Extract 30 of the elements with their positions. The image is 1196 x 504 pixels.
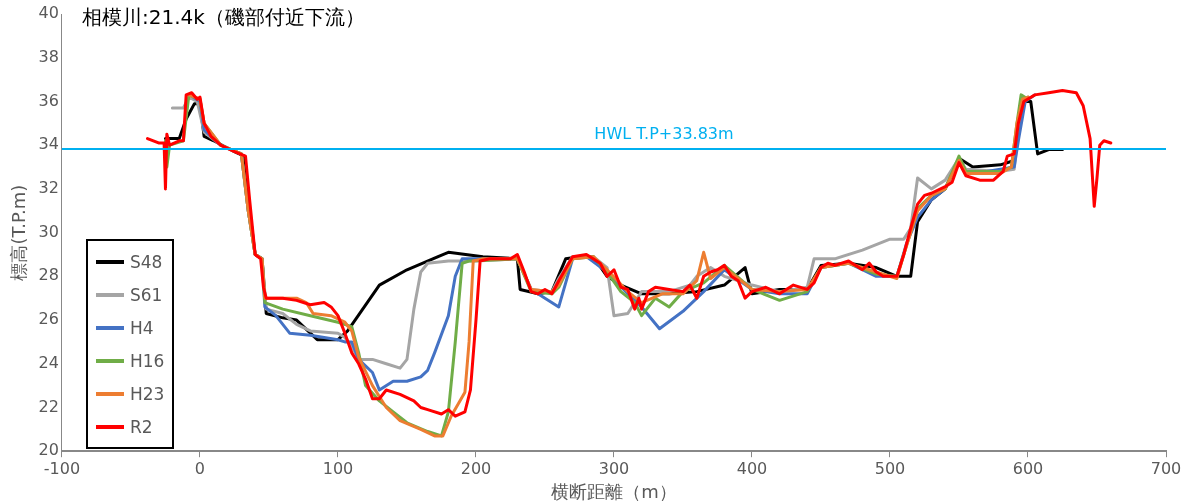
x-tick-label: 200 bbox=[460, 458, 492, 478]
legend-label: H23 bbox=[129, 383, 165, 404]
x-axis-title: 横断距離（m） bbox=[551, 480, 677, 502]
y-tick-label: 24 bbox=[38, 352, 59, 372]
x-tick-label: 300 bbox=[598, 458, 630, 478]
x-tick-label: 700 bbox=[1150, 458, 1182, 478]
legend-label: H4 bbox=[129, 317, 154, 338]
y-tick-label: 36 bbox=[38, 90, 59, 110]
y-axis-title: 標高(T.P.m) bbox=[8, 184, 30, 281]
legend-label: R2 bbox=[129, 416, 153, 437]
y-tick-label: 26 bbox=[38, 309, 59, 329]
legend-label: H16 bbox=[129, 350, 165, 371]
legend-label: S61 bbox=[129, 284, 163, 305]
x-tick-label: 100 bbox=[322, 458, 354, 478]
ref-line-label: HWL T.P+33.83m bbox=[594, 124, 734, 144]
x-tick-label: 600 bbox=[1012, 458, 1044, 478]
y-tick-label: 32 bbox=[38, 178, 59, 198]
x-tick-label: -100 bbox=[43, 458, 81, 478]
y-tick-label: 28 bbox=[38, 265, 59, 285]
y-tick-label: 20 bbox=[38, 440, 59, 460]
y-tick-label: 22 bbox=[38, 396, 59, 416]
x-tick-label: 500 bbox=[874, 458, 906, 478]
x-tick-label: 400 bbox=[736, 458, 768, 478]
y-tick-label: 34 bbox=[38, 134, 59, 154]
chart-title: 相模川:21.4k（磯部付近下流） bbox=[81, 4, 365, 31]
y-tick-label: 30 bbox=[38, 221, 59, 241]
legend-label: S48 bbox=[129, 251, 163, 272]
x-tick-label: 0 bbox=[194, 458, 206, 478]
y-tick-label: 38 bbox=[38, 46, 59, 66]
y-tick-label: 40 bbox=[38, 3, 59, 23]
